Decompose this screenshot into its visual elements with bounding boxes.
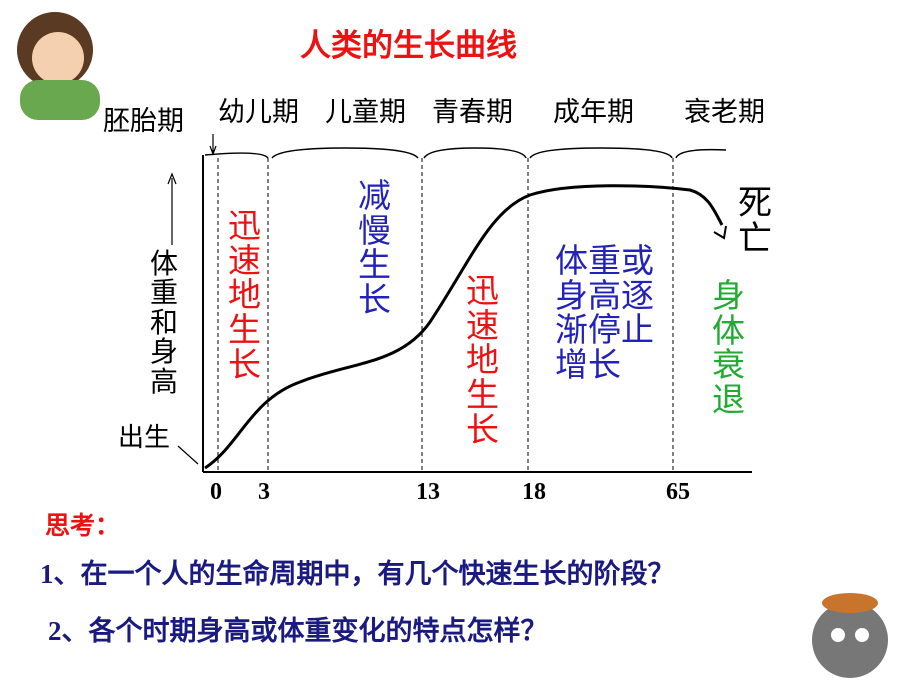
wolf-illustration: [812, 593, 888, 678]
curve-arrow: [713, 225, 727, 240]
girl-illustration: [17, 12, 100, 120]
x-label: 3: [258, 479, 270, 505]
phase-note: 迅速地生长: [466, 274, 499, 449]
phase-note: 减慢生长: [358, 179, 391, 319]
growth-curve: [204, 184, 724, 470]
x-label: 65: [666, 479, 690, 505]
stage-label: 成年期: [553, 97, 634, 127]
phase-note: 迅速地生长: [228, 209, 261, 384]
axes: [167, 134, 752, 473]
stage-label: 衰老期: [684, 97, 765, 127]
question-heading: 思考：: [45, 513, 121, 540]
x-label: 18: [522, 479, 546, 505]
end-label: 死亡: [738, 185, 772, 258]
x-label: 0: [210, 479, 222, 505]
y-axis-label: 体重和身高: [150, 249, 179, 398]
phase-note: 身体衰退: [712, 279, 745, 419]
stage-label: 幼儿期: [218, 97, 299, 127]
question: 2、各个时期身高或体重变化的特点怎样？: [48, 616, 548, 646]
phase-note: 体重或身高逐渐停止增长: [555, 244, 654, 384]
question: 1、在一个人的生命周期中，有几个快速生长的阶段？: [40, 559, 675, 589]
title: 人类的生长曲线: [300, 28, 517, 63]
stage-label: 青春期: [432, 97, 513, 127]
x-label: 13: [416, 479, 440, 505]
birth-label: 出生: [118, 423, 171, 452]
stage-label: 儿童期: [325, 97, 406, 127]
age-dividers: [217, 158, 674, 470]
stage-label: 胚胎期: [103, 106, 184, 136]
